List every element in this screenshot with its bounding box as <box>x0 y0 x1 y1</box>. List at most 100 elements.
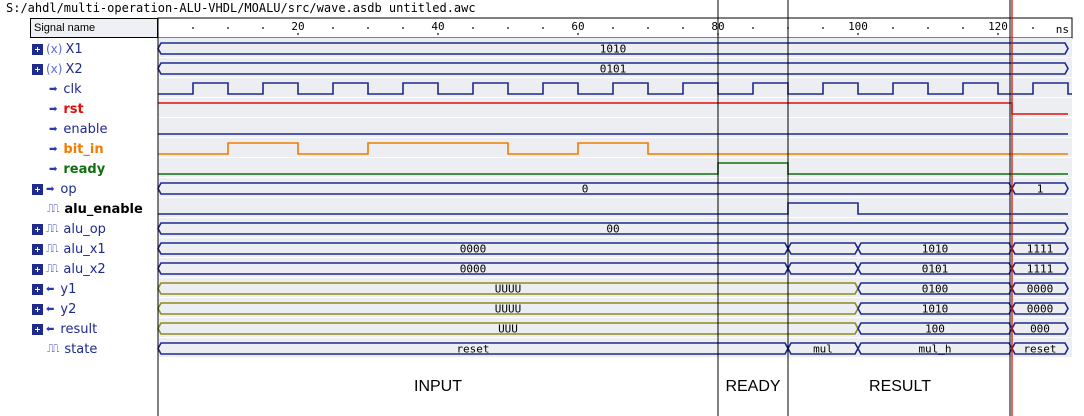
ruler-minor-dot <box>682 27 684 29</box>
expand-icon[interactable] <box>32 43 43 55</box>
signal-row-alu-x1[interactable]: ⎍⎍ alu_x1 <box>30 239 158 259</box>
signal-name-header[interactable]: Signal name <box>30 18 158 38</box>
bus-segment <box>1011 242 1069 255</box>
wave-row-band <box>158 138 1072 158</box>
bus-value-label: 000 <box>1030 323 1050 336</box>
bit-waveform <box>158 202 1068 215</box>
bus-value-label: 0 <box>582 183 589 196</box>
bus-value-label: 1010 <box>600 43 627 56</box>
bus-value-label: 00 <box>606 223 619 236</box>
ruler-minor-dot <box>192 27 194 29</box>
bit-waveform <box>158 142 1068 155</box>
wave-row-band <box>158 118 1072 138</box>
ruler-minor-dot <box>927 27 929 29</box>
ruler-tick-label: 120 <box>988 20 1008 33</box>
input-arrow-icon: ➡ <box>49 163 58 175</box>
expand-icon[interactable] <box>32 303 43 315</box>
bus-value-label: 1010 <box>922 243 949 256</box>
expand-icon[interactable] <box>32 63 43 75</box>
bus-value-label: 0000 <box>1027 303 1054 316</box>
ruler-tick-mark <box>437 33 439 35</box>
bus-segment <box>1011 262 1069 275</box>
signal-row-state[interactable]: ⎍⎍ state <box>30 339 158 359</box>
ruler-minor-dot <box>402 27 404 29</box>
input-arrow-icon: ➡ <box>46 183 55 195</box>
bus-segment <box>1011 182 1069 195</box>
phase-label: INPUT <box>414 378 462 395</box>
time-unit-label: ns <box>1056 23 1069 36</box>
bus-segment <box>1011 302 1069 315</box>
expand-icon[interactable] <box>32 223 43 235</box>
signal-name-label: op <box>60 181 77 197</box>
signal-row-op[interactable]: ➡ op <box>30 179 158 199</box>
bus-value-label: UUUU <box>495 303 522 316</box>
input-arrow-icon: ➡ <box>49 103 58 115</box>
signal-name-label: X2 <box>65 61 83 77</box>
bus-value-label: mul <box>813 343 833 356</box>
phase-label: READY <box>725 378 780 395</box>
clock-waveform <box>158 82 1072 95</box>
signal-row-alu-op[interactable]: ⎍⎍ alu_op <box>30 219 158 239</box>
ruler-minor-dot <box>822 27 824 29</box>
signal-name-label: alu_enable <box>64 201 143 217</box>
bus-value-label: 1111 <box>1027 243 1054 256</box>
signal-name-label: ready <box>63 161 106 177</box>
signal-row-alu-enable[interactable]: ⎍⎍ alu_enable <box>30 199 158 219</box>
signal-row-x1[interactable]: (x) X1 <box>30 39 158 59</box>
ruler-minor-dot <box>367 27 369 29</box>
ruler-minor-dot <box>892 27 894 29</box>
signal-name-label: rst <box>63 101 84 117</box>
wave-row-band <box>158 98 1072 118</box>
ruler-tick-mark <box>997 33 999 35</box>
bus-value-label: 0101 <box>922 263 949 276</box>
input-arrow-icon: ➡ <box>49 143 58 155</box>
bit-waveform <box>158 162 1068 175</box>
expand-icon[interactable] <box>32 183 43 195</box>
signal-row-rst[interactable]: ➡ rst <box>30 99 158 119</box>
bus-segment <box>1011 282 1069 295</box>
ruler-minor-dot <box>332 27 334 29</box>
signal-row-x2[interactable]: (x) X2 <box>30 59 158 79</box>
bus-value-label: 0000 <box>1027 283 1054 296</box>
output-arrow-icon: ⬅ <box>46 323 55 335</box>
ruler-tick-mark <box>577 33 579 35</box>
ruler-minor-dot <box>262 27 264 29</box>
bus-value-label: UUUU <box>495 283 522 296</box>
ruler-tick-label: 100 <box>848 20 868 33</box>
expand-icon[interactable] <box>32 323 43 335</box>
signal-row-alu-x2[interactable]: ⎍⎍ alu_x2 <box>30 259 158 279</box>
ruler-minor-dot <box>612 27 614 29</box>
ruler-tick-mark <box>857 33 859 35</box>
signal-row-ready[interactable]: ➡ ready <box>30 159 158 179</box>
bus-value-label: 100 <box>925 323 945 336</box>
variable-icon: (x) <box>46 42 63 56</box>
signal-row-y1[interactable]: ⬅ y1 <box>30 279 158 299</box>
ruler-minor-dot <box>507 27 509 29</box>
ruler-tick-label: 20 <box>291 20 304 33</box>
waveform-file-path: S:/ahdl/multi-operation-ALU-VHDL/MOALU/s… <box>6 1 476 15</box>
signal-name-label: y2 <box>60 301 77 317</box>
signal-row-enable[interactable]: ➡ enable <box>30 119 158 139</box>
bus-segment <box>1011 322 1069 335</box>
bus-segment <box>157 222 1069 235</box>
phase-label: RESULT <box>869 378 931 395</box>
signal-name-label: result <box>60 321 98 337</box>
signal-row-clk[interactable]: ➡ clk <box>30 79 158 99</box>
ruler-tick-mark <box>297 33 299 35</box>
ruler-minor-dot <box>542 27 544 29</box>
ruler-minor-dot <box>472 27 474 29</box>
signal-name-label: bit_in <box>63 141 104 157</box>
signal-name-panel: Signal name (x) X1 (x) X2 ➡ clk ➡ rst ➡ enable ➡ bi… <box>30 18 158 360</box>
bus-value-label: 0100 <box>922 283 949 296</box>
expand-icon[interactable] <box>32 283 43 295</box>
signal-row-result[interactable]: ⬅ result <box>30 319 158 339</box>
ruler-minor-dot <box>647 27 649 29</box>
signal-name-label: y1 <box>60 281 77 297</box>
expand-icon[interactable] <box>32 263 43 275</box>
signal-row-y2[interactable]: ⬅ y2 <box>30 299 158 319</box>
wave-row-band <box>158 78 1072 98</box>
signal-row-bit-in[interactable]: ➡ bit_in <box>30 139 158 159</box>
expand-icon[interactable] <box>32 243 43 255</box>
signal-name-label: alu_x2 <box>63 261 106 277</box>
